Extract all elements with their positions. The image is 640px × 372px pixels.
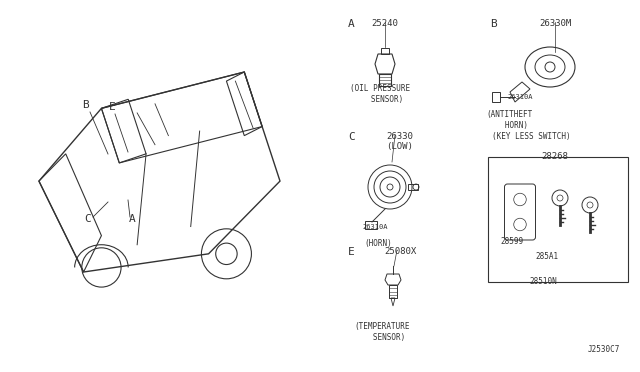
Bar <box>389 285 397 298</box>
Text: C: C <box>84 214 92 224</box>
Bar <box>381 48 389 54</box>
Text: 26310A: 26310A <box>362 224 387 230</box>
Text: 28510N: 28510N <box>529 277 557 286</box>
Text: 25080X: 25080X <box>384 247 416 256</box>
Text: 26330M: 26330M <box>539 19 571 28</box>
Text: E: E <box>348 247 355 257</box>
Text: A: A <box>129 214 136 224</box>
Text: J2530C7: J2530C7 <box>588 345 620 354</box>
Text: 28599: 28599 <box>500 237 523 246</box>
Text: 26330
(LOW): 26330 (LOW) <box>387 132 413 151</box>
Text: 28268: 28268 <box>541 152 568 161</box>
Text: (HORN): (HORN) <box>364 239 392 248</box>
Text: B: B <box>82 100 88 110</box>
Text: 26310A: 26310A <box>507 94 532 100</box>
Bar <box>379 74 391 86</box>
Text: (OIL PRESSURE
   SENSOR): (OIL PRESSURE SENSOR) <box>350 84 410 104</box>
Text: 25240: 25240 <box>372 19 399 28</box>
Bar <box>488 157 628 282</box>
Text: (ANTITHEFT
   HORN): (ANTITHEFT HORN) <box>487 110 533 130</box>
Text: C: C <box>348 132 355 142</box>
Text: (TEMPERATURE
   SENSOR): (TEMPERATURE SENSOR) <box>355 322 410 342</box>
Text: 285A1: 285A1 <box>535 252 558 261</box>
Text: (KEY LESS SWITCH): (KEY LESS SWITCH) <box>492 132 571 141</box>
Text: B: B <box>490 19 497 29</box>
Text: E: E <box>109 102 115 112</box>
Bar <box>492 92 500 102</box>
Bar <box>365 221 377 229</box>
Text: A: A <box>348 19 355 29</box>
